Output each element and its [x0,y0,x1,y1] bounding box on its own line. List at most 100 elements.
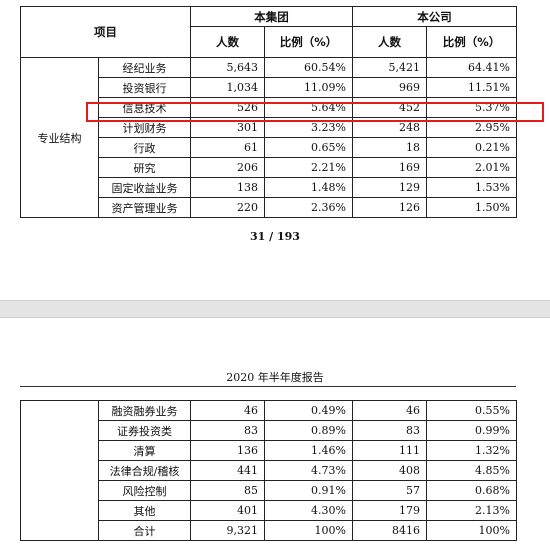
row-label: 其他 [98,500,191,521]
company-ratio: 0.55% [426,400,517,421]
group-count: 220 [190,197,265,218]
group-count: 85 [190,480,265,501]
category-cell: 专业结构 [20,57,99,218]
table-row: 研究 206 2.21% 169 2.01% [21,157,517,178]
group-count: 5,643 [190,57,265,78]
company-count: 248 [352,117,427,138]
group-ratio: 1.46% [264,440,353,461]
report-header-rule [20,386,516,387]
pdf-page-31: 项目 本集团 本公司 人数 比例（%） 人数 比例（%） 专业结构 经纪业务 5,6… [20,6,544,243]
header-company-count: 人数 [352,26,427,58]
row-label: 研究 [98,157,191,178]
company-ratio: 100% [426,520,517,541]
group-ratio: 4.30% [264,500,353,521]
group-ratio: 4.73% [264,460,353,481]
company-ratio: 0.68% [426,480,517,501]
company-count: 179 [352,500,427,521]
group-ratio: 2.21% [264,157,353,178]
table-row: 专业结构 经纪业务 5,643 60.54% 5,421 64.41% [20,57,517,218]
group-ratio: 11.09% [264,77,353,98]
page-number: 31 / 193 [250,230,300,243]
row-label: 信息技术 [98,97,191,118]
report-title: 2020 年半年度报告 [226,371,324,384]
page-gap [0,300,550,318]
company-ratio: 1.50% [426,197,517,218]
group-ratio: 0.91% [264,480,353,501]
company-ratio: 11.51% [426,77,517,98]
group-count: 83 [190,420,265,441]
header-company-ratio: 比例（%） [426,26,517,58]
table-row: 证券投资类 83 0.89% 83 0.99% [21,420,517,441]
table-row: 风险控制 85 0.91% 57 0.68% [21,480,517,501]
company-count: 18 [352,137,427,158]
company-ratio: 0.99% [426,420,517,441]
company-count: 8416 [352,520,427,541]
row-label: 证券投资类 [98,420,191,441]
company-count: 969 [352,77,427,98]
group-ratio: 3.23% [264,117,353,138]
group-count: 46 [190,400,265,421]
row-label: 固定收益业务 [98,177,191,198]
group-ratio: 0.65% [264,137,353,158]
group-ratio: 0.49% [264,400,353,421]
row-label: 资产管理业务 [98,197,191,218]
table-row: 计划财务 301 3.23% 248 2.95% [21,117,517,138]
group-ratio: 5.64% [264,97,353,118]
group-count: 526 [190,97,265,118]
company-count: 169 [352,157,427,178]
group-count: 301 [190,117,265,138]
company-count: 46 [352,400,427,421]
group-ratio: 2.36% [264,197,353,218]
group-ratio: 60.54% [264,57,353,78]
header-company: 本公司 [352,6,517,27]
company-count: 5,421 [352,57,427,78]
company-ratio: 5.37% [426,97,517,118]
company-count: 83 [352,420,427,441]
row-label: 风险控制 [98,480,191,501]
row-label: 计划财务 [98,117,191,138]
company-count: 452 [352,97,427,118]
company-count: 111 [352,440,427,461]
category-cell-empty [20,400,99,541]
header-group: 本集团 [190,6,353,27]
header-group-ratio: 比例（%） [264,26,353,58]
group-ratio: 100% [264,520,353,541]
group-count: 1,034 [190,77,265,98]
company-ratio: 1.53% [426,177,517,198]
table-row: 合计 9,321 100% 8416 100% [21,520,517,541]
company-count: 126 [352,197,427,218]
company-ratio: 1.32% [426,440,517,461]
group-ratio: 0.89% [264,420,353,441]
company-ratio: 64.41% [426,57,517,78]
company-ratio: 2.13% [426,500,517,521]
table-row: 资产管理业务 220 2.36% 126 1.50% [21,197,517,218]
table-header-row-1: 项目 本集团 本公司 [20,6,517,58]
company-ratio: 4.85% [426,460,517,481]
group-ratio: 1.48% [264,177,353,198]
row-label: 投资银行 [98,77,191,98]
group-count: 441 [190,460,265,481]
header-item: 项目 [20,6,191,58]
group-count: 401 [190,500,265,521]
row-label: 清算 [98,440,191,461]
group-count: 136 [190,440,265,461]
company-count: 129 [352,177,427,198]
staff-structure-table: 项目 本集团 本公司 人数 比例（%） 人数 比例（%） 专业结构 经纪业务 5,6… [20,6,517,218]
company-count: 408 [352,460,427,481]
row-label: 经纪业务 [98,57,191,78]
table-row: 融资融券业务 46 0.49% 46 0.55% [20,400,517,541]
group-count: 138 [190,177,265,198]
group-count: 9,321 [190,520,265,541]
group-count: 61 [190,137,265,158]
company-ratio: 0.21% [426,137,517,158]
table-row: 固定收益业务 138 1.48% 129 1.53% [21,177,517,198]
row-label: 融资融券业务 [98,400,191,421]
row-label: 合计 [98,520,191,541]
header-group-count: 人数 [190,26,265,58]
row-label: 行政 [98,137,191,158]
row-label: 法律合规/稽核 [98,460,191,481]
table-header-row-2: 人数 比例（%） 人数 比例（%） [21,26,517,58]
group-count: 206 [190,157,265,178]
company-ratio: 2.95% [426,117,517,138]
company-ratio: 2.01% [426,157,517,178]
